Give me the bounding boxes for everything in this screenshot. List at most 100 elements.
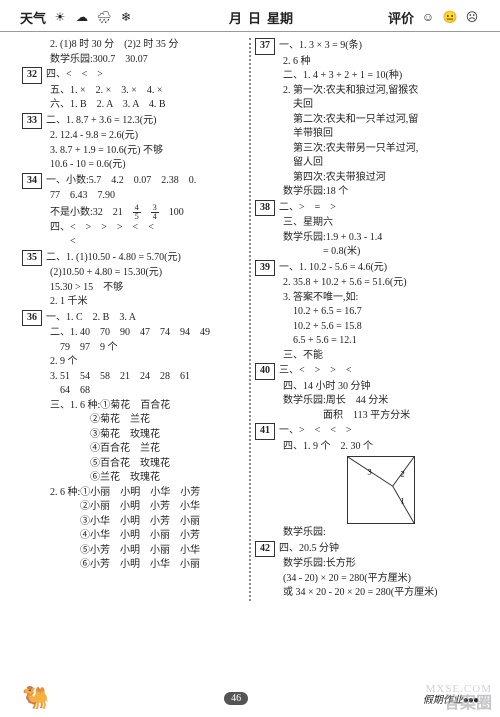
content-line: 36一、1. C 2. B 3. A [50,310,245,327]
month-label: 月 [229,8,242,27]
content-line: 79 97 9 个 [50,341,245,356]
content-line: < [50,235,245,250]
content-line: 第三次:农夫带另一只羊过河, [283,142,478,157]
content-line: 2. (1)8 时 30 分 (2)2 时 35 分 [50,38,245,53]
content-line: 数学乐园:长方形 [283,557,478,572]
content-line: 40三、< > > < [283,363,478,380]
content-line: ③小华 小明 小芳 小丽 [50,515,245,530]
content-line: 2. 12.4 - 9.8 = 2.6(元) [50,129,245,144]
content-line: 三、不能 [283,349,478,364]
sad-icon: ☹ [464,10,480,26]
content-line: 10.6 - 10 = 0.6(元) [50,158,245,173]
content-line: 留人回 [283,156,478,171]
content-line: ③菊花 玫瑰花 [50,428,245,443]
content-line: 四、14 小时 30 分钟 [283,380,478,395]
content-line: 夫回 [283,98,478,113]
content-line: 42四、20.5 分钟 [283,541,478,558]
content-line: 3. 答案不唯一,如: [283,291,478,306]
content-line: 15.30 > 15 不够 [50,281,245,296]
content-line: 3 2 1 [283,456,478,524]
question-number: 37 [255,38,275,55]
content-line: 2. 35.8 + 10.2 + 5.6 = 51.6(元) [283,276,478,291]
content-line: 33二、1. 8.7 + 3.6 = 12.3(元) [50,113,245,130]
content-line: 六、1. B 2. A 3. A 4. B [50,98,245,113]
content-line: 第四次:农夫带狼过河 [283,171,478,186]
question-number: 33 [22,113,42,130]
smile-icon: ☺ [420,10,436,26]
question-number: 41 [255,423,275,440]
content-line: 数学乐园:18 个 [283,185,478,200]
content-line: 数学乐园: [283,526,478,541]
content-line: 2. 6 种 [283,55,478,70]
question-number: 42 [255,541,275,558]
content-line: ⑥兰花 玫瑰花 [50,471,245,486]
camel-icon: 🐫 [22,685,49,711]
rain-icon: 🌧 [96,10,112,26]
content-line: 数学乐园:周长 44 分米 [283,394,478,409]
question-number: 32 [22,67,42,84]
content-line: 39一、1. 10.2 - 5.6 = 4.6(元) [283,260,478,277]
content-line: 三、星期六 [283,216,478,231]
content-line: 6.5 + 5.6 = 12.1 [283,334,478,349]
content-line: ④小华 小明 小丽 小芳 [50,529,245,544]
content-line: 或 34 × 20 - 20 × 20 = 280(平方厘米) [283,586,478,601]
right-column: 37一、1. 3 × 3 = 9(条)2. 6 种二、1. 4 + 3 + 2 … [251,38,482,601]
content-line: 不是小数:32 21 45 34 100 [50,204,245,221]
content-line: 34一、小数:5.7 4.2 0.07 2.38 0. [50,173,245,190]
content-line: = 0.8(米) [283,245,478,260]
content-columns: 2. (1)8 时 30 分 (2)2 时 35 分数学乐园:300.7 30.… [0,32,500,601]
content-line: 10.2 + 5.6 = 15.8 [283,320,478,335]
week-label: 星期 [267,8,293,27]
svg-text:3: 3 [367,466,372,476]
content-line: 四、1. 9 个 2. 30 个 [283,440,478,455]
svg-text:1: 1 [400,496,404,506]
content-line: 四、< > > > < < [50,221,245,236]
weather-label: 天气 [20,8,46,27]
content-line: 第二次:农夫和一只羊过河,留 [283,113,478,128]
content-line: 三、1. 6 种:①菊花 百合花 [50,399,245,414]
content-line: 数学乐园:1.9 + 0.3 - 1.4 [283,231,478,246]
eval-label: 评价 [388,8,414,27]
watermark-url: MXSE.COM [426,683,492,695]
content-line: (34 - 20) × 20 = 280(平方厘米) [283,572,478,587]
content-line: 二、1. 40 70 90 47 74 94 49 [50,326,245,341]
content-line: 数学乐园:300.7 30.07 [50,53,245,68]
content-line: ②菊花 兰花 [50,413,245,428]
content-line: 77 6.43 7.90 [50,189,245,204]
content-line: 二、1. 4 + 3 + 2 + 1 = 10(种) [283,69,478,84]
content-line: 35二、1. (1)10.50 - 4.80 = 5.70(元) [50,250,245,267]
content-line: 38二、> = > [283,200,478,217]
neutral-icon: 😐 [442,10,458,26]
question-number: 34 [22,173,42,190]
question-number: 38 [255,200,275,217]
content-line: 羊带狼回 [283,127,478,142]
content-line: ⑤百合花 玫瑰花 [50,457,245,472]
content-line: (2)10.50 + 4.80 = 15.30(元) [50,266,245,281]
left-column: 2. (1)8 时 30 分 (2)2 时 35 分数学乐园:300.7 30.… [18,38,251,601]
question-number: 40 [255,363,275,380]
snow-icon: ❄ [118,10,134,26]
content-line: ④百合花 兰花 [50,442,245,457]
question-number: 35 [22,250,42,267]
day-label: 日 [248,8,261,27]
content-line: 五、1. × 2. × 3. × 4. × [50,84,245,99]
sun-icon: ☀ [52,10,68,26]
content-line: 64 68 [50,384,245,399]
header-bar: 天气 ☀ ☁ 🌧 ❄ 月 日 星期 评价 ☺ 😐 ☹ [0,0,500,32]
svg-text:2: 2 [400,468,404,478]
content-line: 10.2 + 6.5 = 16.7 [283,305,478,320]
content-line: 3. 51 54 58 21 24 28 61 [50,370,245,385]
content-line: 面积 113 平方分米 [283,409,478,424]
content-line: 41一、> < < > [283,423,478,440]
content-line: 3. 8.7 + 1.9 = 10.6(元) 不够 [50,144,245,159]
content-line: ⑤小芳 小明 小丽 小华 [50,544,245,559]
question-number: 36 [22,310,42,327]
page-number: 46 [224,692,248,705]
content-line: ⑥小芳 小明 小华 小丽 [50,558,245,573]
content-line: 2. 第一次:农夫和狼过河,留猴农 [283,84,478,99]
content-line: 2. 9 个 [50,355,245,370]
cloud-icon: ☁ [74,10,90,26]
content-line: 2. 6 种:①小丽 小明 小华 小芳 [50,486,245,501]
geometry-diagram: 3 2 1 [347,456,415,524]
content-line: 32四、< < > [50,67,245,84]
